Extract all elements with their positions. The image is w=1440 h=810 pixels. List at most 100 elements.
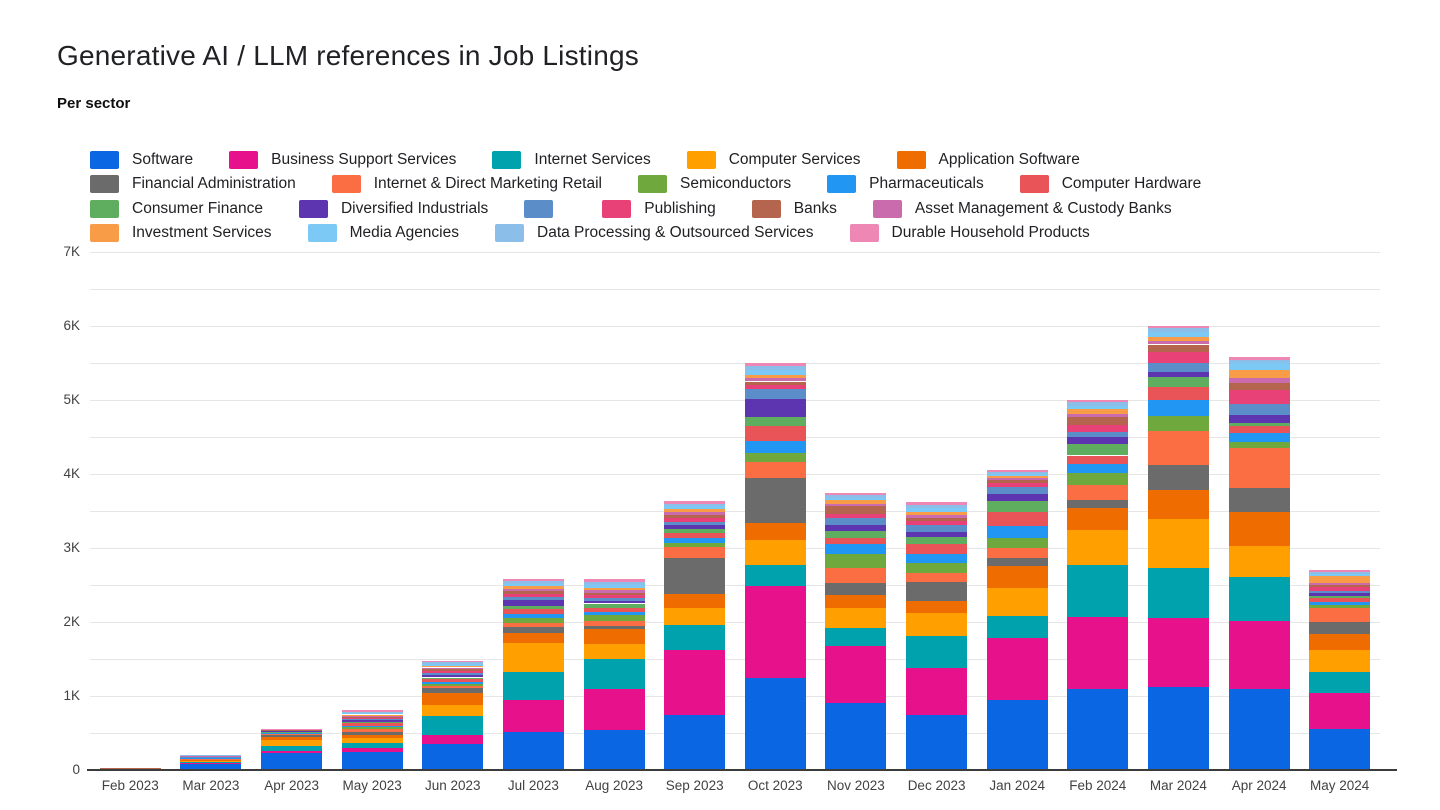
bar-segment	[502, 596, 564, 601]
legend-swatch-icon	[90, 224, 119, 242]
legend-item[interactable]	[524, 199, 566, 218]
bar-segment	[583, 581, 645, 585]
legend-item[interactable]: Business Support Services	[229, 150, 456, 169]
y-axis-tick-label: 3K	[63, 540, 80, 555]
legend-swatch-icon	[872, 199, 902, 218]
bar-segment	[1067, 565, 1129, 617]
bar-segment	[986, 565, 1048, 588]
legend-item-label: Durable Household Products	[891, 224, 1090, 241]
bar-segment	[583, 595, 645, 599]
bar-segment	[1228, 360, 1290, 363]
bar-segment	[422, 660, 484, 663]
bar-segment	[1067, 399, 1129, 402]
legend-item[interactable]: Computer Hardware	[1019, 175, 1201, 193]
legend-item[interactable]: Asset Management & Custody Banks	[872, 199, 1172, 218]
bar-segment	[986, 638, 1048, 700]
bar-segment	[906, 505, 968, 509]
bar-segment	[1067, 417, 1129, 425]
bar-segment	[1228, 422, 1290, 426]
bar-segment	[422, 704, 484, 717]
bar-segment	[502, 606, 564, 610]
legend-item[interactable]: Internet & Direct Marketing Retail	[331, 175, 602, 193]
legend-item[interactable]: Application Software	[896, 150, 1080, 169]
bar-segment	[583, 590, 645, 593]
y-axis-tick-label: 7K	[63, 244, 80, 259]
bar-segment	[341, 713, 403, 715]
x-axis-tick-label: Mar 2023	[182, 778, 240, 793]
bar-segment	[1228, 576, 1290, 621]
bar-segment	[261, 732, 323, 733]
bar-segment	[261, 733, 323, 735]
bar-segment	[744, 462, 806, 479]
x-axis-tick-label: Jan 2024	[989, 778, 1045, 793]
bar-segment	[1309, 602, 1371, 605]
legend-item[interactable]: Durable Household Products	[849, 224, 1090, 242]
bar-segment	[341, 728, 403, 732]
legend-item[interactable]: Publishing	[602, 199, 716, 218]
legend-item-label: Computer Services	[728, 150, 861, 168]
bar-segment	[502, 700, 564, 732]
legend-swatch-icon	[602, 199, 632, 218]
legend-item[interactable]: Investment Services	[90, 224, 272, 242]
bar-segment	[1147, 687, 1209, 770]
bar-segment	[906, 501, 968, 506]
bar-segment	[422, 744, 484, 770]
bar-segment	[825, 554, 887, 568]
bar-segment	[1067, 444, 1129, 456]
legend-item[interactable]: Semiconductors	[638, 175, 791, 193]
bar-segment	[583, 730, 645, 770]
bar-segment	[502, 593, 564, 597]
bar-segment	[744, 478, 806, 524]
bar-segment	[1067, 463, 1129, 473]
bar-segment	[422, 679, 484, 682]
legend-item[interactable]: Consumer Finance	[90, 199, 263, 218]
legend-swatch-icon	[90, 150, 119, 169]
bar-segment	[825, 702, 887, 770]
bar-segment	[1147, 377, 1209, 388]
legend-swatch-icon	[90, 199, 119, 218]
bar-segment	[583, 644, 645, 659]
bar-segment	[664, 501, 726, 504]
legend-item[interactable]: Banks	[751, 199, 837, 218]
bar-segment	[825, 493, 887, 496]
legend-item[interactable]: Diversified Industrials	[298, 199, 488, 218]
bar-segment	[664, 518, 726, 523]
chart-subtitle: Per sector	[57, 95, 131, 112]
bar-segment	[1147, 387, 1209, 400]
bar-segment	[664, 542, 726, 548]
bar-segment	[664, 508, 726, 513]
bar-segment	[906, 601, 968, 613]
bar-segment	[583, 587, 645, 591]
bar-segment	[341, 717, 403, 720]
legend-item[interactable]: Media Agencies	[307, 224, 459, 242]
bar-segment	[664, 532, 726, 538]
bar-segment	[664, 528, 726, 533]
bar-segment	[341, 747, 403, 753]
bar-segment	[1228, 389, 1290, 404]
legend-row: Financial Administration Internet & Direc…	[90, 175, 1400, 194]
legend-swatch-icon	[229, 150, 259, 169]
bar-segment	[583, 584, 645, 588]
bar-segment	[825, 503, 887, 507]
x-axis-tick-label: Apr 2023	[264, 778, 319, 793]
legend-item[interactable]: Software	[90, 150, 193, 169]
legend-item[interactable]: Data Processing & Outsourced Services	[495, 224, 814, 242]
bar-segment	[180, 760, 242, 761]
bar-segment	[825, 506, 887, 514]
bar-segment	[906, 562, 968, 573]
legend-item[interactable]: Internet Services	[492, 150, 651, 169]
legend-swatch-icon	[686, 150, 716, 169]
legend-item[interactable]: Financial Administration	[90, 175, 296, 193]
chart-legend: Software Business Support Services Interne…	[90, 150, 1400, 248]
bar-segment	[906, 518, 968, 522]
bar-segment	[986, 482, 1048, 487]
legend-item[interactable]: Pharmaceuticals	[827, 175, 984, 193]
legend-item[interactable]: Computer Services	[686, 150, 861, 169]
bar-segment	[906, 667, 968, 716]
bar-segment	[986, 587, 1048, 617]
bar-segment	[986, 501, 1048, 513]
x-axis-tick-label: Oct 2023	[747, 778, 803, 793]
x-axis-tick-label: Mar 2024	[1149, 778, 1207, 793]
bar-segment	[583, 615, 645, 622]
